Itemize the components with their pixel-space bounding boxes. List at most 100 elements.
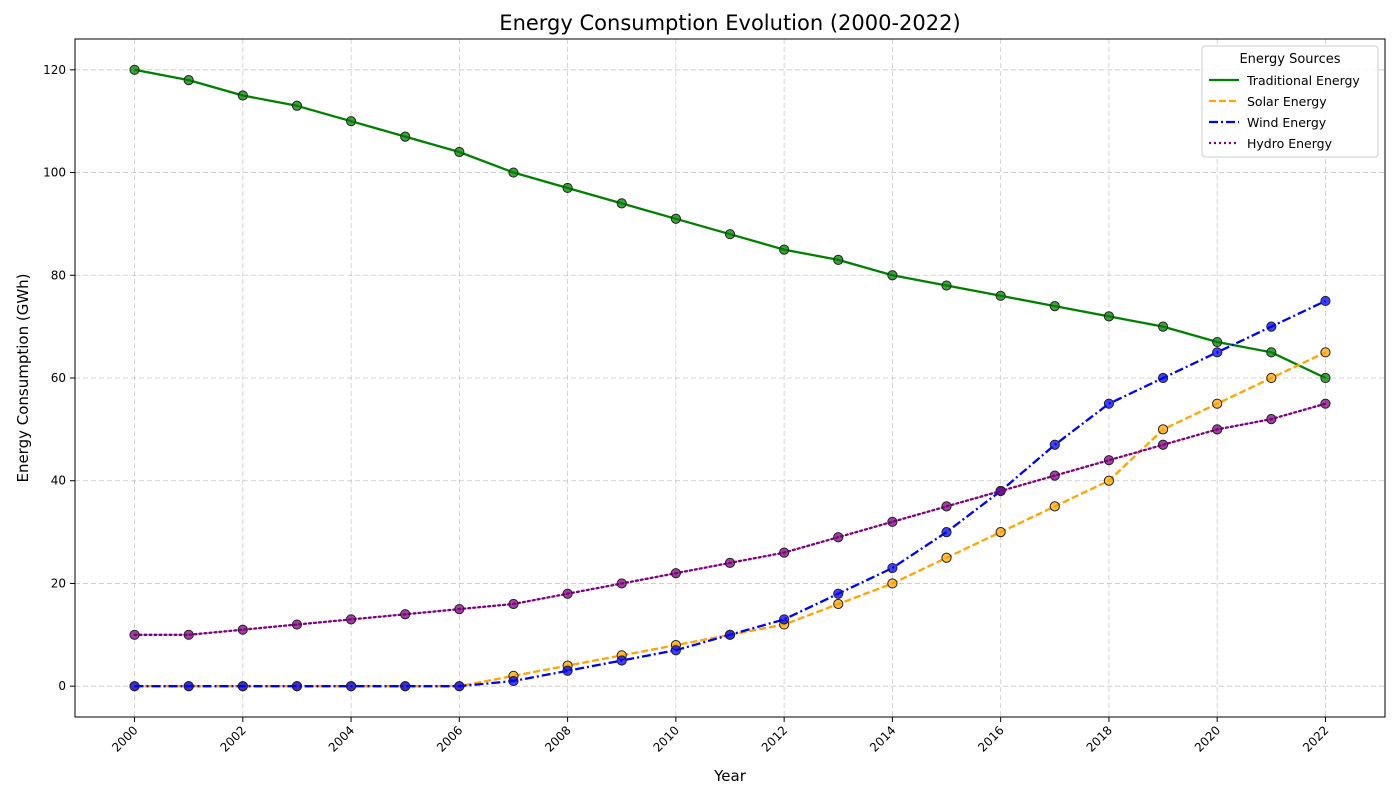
x-tick-label: 2002 bbox=[217, 723, 248, 754]
data-point bbox=[1049, 439, 1060, 450]
data-point bbox=[1157, 321, 1169, 332]
data-point bbox=[129, 681, 140, 692]
data-point bbox=[183, 681, 194, 692]
data-point bbox=[995, 526, 1006, 538]
data-point bbox=[670, 645, 681, 656]
x-tick-label: 2008 bbox=[542, 723, 573, 754]
y-tick-label: 60 bbox=[51, 371, 66, 385]
data-point bbox=[724, 557, 736, 569]
data-point bbox=[616, 655, 627, 666]
data-point bbox=[779, 614, 790, 625]
data-point bbox=[237, 624, 248, 635]
x-tick-label: 2012 bbox=[759, 723, 790, 754]
data-point bbox=[887, 578, 898, 589]
y-tick-label: 20 bbox=[51, 576, 66, 590]
data-point bbox=[291, 619, 303, 630]
series-line bbox=[134, 299, 1326, 688]
y-tick-label: 100 bbox=[43, 166, 66, 180]
y-tick-label: 0 bbox=[58, 679, 66, 693]
data-point bbox=[1266, 372, 1277, 384]
data-point bbox=[1103, 455, 1115, 466]
x-tick-label: 2022 bbox=[1300, 723, 1331, 754]
data-point bbox=[1049, 501, 1060, 512]
data-point bbox=[724, 629, 736, 640]
series-traditional-energy bbox=[129, 64, 1331, 384]
data-point bbox=[995, 485, 1006, 497]
data-point bbox=[508, 598, 519, 610]
data-point bbox=[183, 629, 194, 640]
data-point bbox=[345, 681, 357, 692]
data-point bbox=[508, 167, 519, 178]
data-point bbox=[833, 532, 844, 543]
data-point bbox=[129, 629, 140, 640]
data-point bbox=[1212, 398, 1223, 409]
series-wind-energy bbox=[129, 295, 1331, 692]
data-point bbox=[454, 604, 465, 615]
legend-label: Traditional Energy bbox=[1246, 73, 1360, 88]
data-point bbox=[1212, 424, 1223, 435]
data-point bbox=[400, 681, 411, 692]
data-point bbox=[1266, 413, 1277, 425]
data-point bbox=[887, 562, 898, 574]
data-point bbox=[1103, 398, 1115, 409]
data-point bbox=[1320, 295, 1331, 307]
data-point bbox=[400, 609, 411, 620]
x-tick-label: 2018 bbox=[1084, 723, 1115, 754]
data-point bbox=[237, 681, 248, 692]
data-point bbox=[941, 552, 952, 563]
data-point bbox=[345, 614, 357, 625]
chart-title: Energy Consumption Evolution (2000-2022) bbox=[499, 11, 960, 35]
data-point bbox=[833, 588, 844, 599]
data-point bbox=[616, 578, 627, 589]
data-point bbox=[508, 675, 519, 687]
data-point bbox=[1103, 475, 1115, 486]
legend-title: Energy Sources bbox=[1239, 52, 1340, 67]
y-tick-label: 40 bbox=[51, 474, 66, 488]
data-point bbox=[400, 131, 411, 142]
legend-box bbox=[1201, 45, 1379, 158]
data-point bbox=[1212, 336, 1223, 348]
data-point bbox=[291, 681, 303, 692]
data-point bbox=[1266, 347, 1277, 358]
x-tick-label: 2000 bbox=[109, 723, 140, 754]
data-point bbox=[1157, 424, 1169, 435]
x-tick-label: 2004 bbox=[326, 723, 357, 754]
legend: Energy Sources Traditional Energy Solar E… bbox=[1201, 45, 1379, 158]
series-layer bbox=[129, 64, 1331, 692]
data-point bbox=[1212, 347, 1223, 358]
data-point bbox=[345, 116, 357, 127]
data-point bbox=[291, 100, 303, 111]
data-point bbox=[562, 182, 573, 194]
data-point bbox=[724, 229, 736, 240]
data-point bbox=[670, 568, 681, 579]
data-point bbox=[1320, 347, 1331, 358]
data-point bbox=[1103, 311, 1115, 322]
data-point bbox=[833, 598, 844, 610]
legend-label: Solar Energy bbox=[1247, 94, 1327, 109]
axes: 2000 2002 2004 2006 2008 2010 2012 2014 2016 2018… bbox=[43, 38, 1386, 755]
series-hydro-energy bbox=[129, 398, 1331, 640]
data-point bbox=[941, 280, 952, 291]
x-tick-label: 2006 bbox=[434, 723, 465, 754]
x-tick-label: 2014 bbox=[867, 723, 898, 754]
legend-label: Wind Energy bbox=[1247, 115, 1327, 130]
x-tick-label: 2020 bbox=[1192, 723, 1223, 754]
data-point bbox=[887, 516, 898, 527]
x-axis-label: Year bbox=[713, 767, 747, 785]
data-point bbox=[1049, 300, 1060, 312]
data-point bbox=[183, 74, 194, 86]
data-point bbox=[237, 90, 248, 101]
data-point bbox=[887, 270, 898, 281]
series-line bbox=[133, 402, 1327, 636]
data-point bbox=[779, 244, 790, 255]
data-point bbox=[1320, 372, 1331, 384]
y-tick-label: 80 bbox=[51, 268, 66, 282]
x-tick-label: 2016 bbox=[975, 723, 1006, 754]
data-point bbox=[1049, 470, 1060, 481]
series-line bbox=[134, 68, 1326, 380]
y-tick-label: 120 bbox=[43, 63, 66, 77]
data-point bbox=[454, 146, 465, 158]
data-point bbox=[941, 526, 952, 538]
